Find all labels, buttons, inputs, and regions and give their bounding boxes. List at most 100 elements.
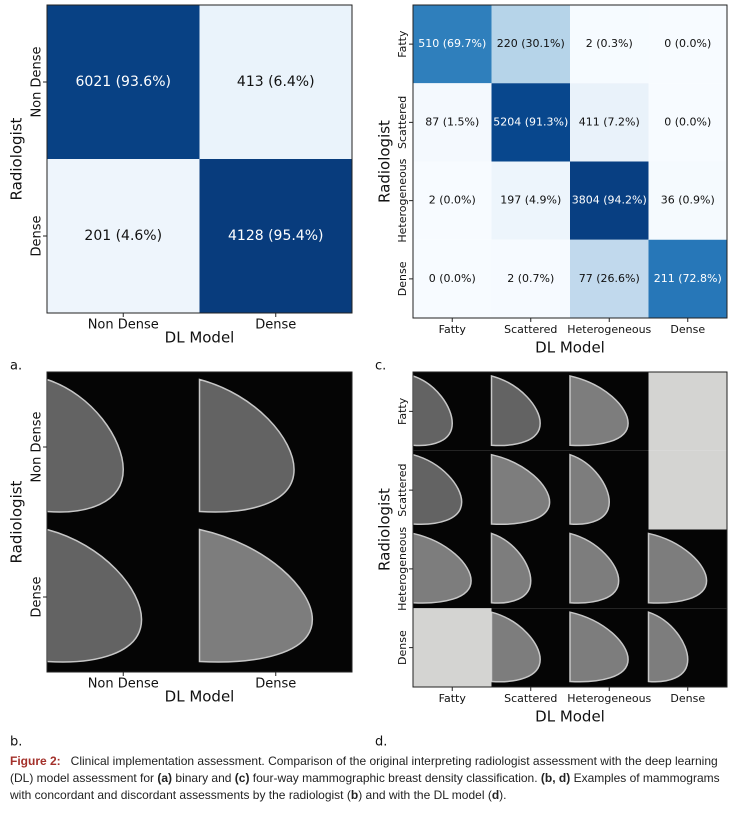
x-axis-title: DL Model — [165, 688, 235, 706]
mammogram — [490, 374, 541, 447]
y-axis-title: Radiologist — [376, 120, 394, 203]
cell-label: 87 (1.5%) — [425, 115, 479, 128]
empty-cell — [648, 450, 727, 530]
heatmap-cell — [413, 161, 492, 240]
empty-cell — [648, 372, 727, 451]
cell-label: 201 (4.6%) — [84, 228, 162, 244]
cell-label: 2 (0.0%) — [429, 194, 476, 207]
cell-label: 0 (0.0%) — [429, 272, 476, 285]
frame — [46, 371, 353, 673]
mammogram — [490, 611, 541, 683]
cell-label: 2 (0.7%) — [507, 272, 554, 285]
y-axis-title: Radiologist — [376, 488, 394, 571]
heatmap-cell — [648, 83, 727, 162]
y-tick-label: Non Dense — [30, 46, 45, 117]
cell-label: 5204 (91.3%) — [493, 115, 568, 128]
x-axis-title: DL Model — [535, 708, 605, 726]
frame — [46, 4, 353, 314]
y-tick-label: Fatty — [396, 397, 409, 425]
cell-label: 220 (30.1%) — [497, 37, 565, 50]
heatmap-cell — [648, 161, 727, 240]
cell-label: 36 (0.9%) — [661, 194, 715, 207]
heatmap-cell — [47, 159, 200, 313]
x-tick-label: Heterogeneous — [567, 692, 651, 705]
caption-run: (a) — [157, 771, 173, 785]
mammogram — [647, 532, 708, 604]
caption-run: (b, d) — [540, 771, 571, 785]
x-tick-label: Dense — [255, 318, 296, 333]
heatmap-cell — [648, 239, 727, 318]
y-tick-label: Dense — [30, 215, 45, 256]
mammogram — [569, 374, 629, 447]
cell-label: 510 (69.7%) — [418, 37, 486, 50]
cell-label: 411 (7.2%) — [579, 115, 640, 128]
mammogram — [198, 378, 295, 513]
heatmap-cell — [491, 161, 570, 240]
mammogram — [490, 532, 532, 604]
x-tick-label: Fatty — [439, 692, 467, 705]
caption-run: d — [491, 788, 500, 802]
mammogram — [569, 611, 629, 683]
y-tick-label: Scattered — [396, 464, 409, 517]
y-tick-label: Scattered — [396, 96, 409, 149]
heatmap-cell — [199, 5, 352, 159]
heatmap-cell — [491, 83, 570, 162]
mammogram — [412, 453, 463, 525]
y-tick-label: Dense — [396, 261, 409, 296]
heatmap-cell — [413, 83, 492, 162]
heatmap-cell — [570, 239, 649, 318]
frame — [412, 4, 728, 319]
x-tick-label: Non Dense — [88, 318, 159, 333]
y-axis-title: Radiologist — [8, 480, 26, 563]
cell-label: 77 (26.6%) — [579, 272, 640, 285]
x-axis-title: DL Model — [165, 329, 235, 347]
x-axis-title: DL Model — [535, 339, 605, 357]
y-tick-label: Heterogeneous — [396, 527, 409, 611]
heatmap-cell — [570, 161, 649, 240]
cell-label: 4128 (95.4%) — [228, 228, 323, 244]
caption-run: binary and — [172, 771, 235, 785]
heatmap-cell — [413, 239, 492, 318]
figure-panels: 6021 (93.6%) 413 (6.4%) 201 (4.6%) 4128 (95… — [8, 4, 728, 750]
heatmap-cell — [491, 239, 570, 318]
x-tick-label: Dense — [255, 677, 296, 692]
caption-run: Clinical implementation assessment. Comp… — [10, 754, 722, 785]
y-tick-label: Dense — [396, 630, 409, 665]
cell-label: 6021 (93.6%) — [76, 74, 171, 90]
panel-label: b. — [10, 735, 22, 750]
cell-label: 413 (6.4%) — [237, 74, 315, 90]
mammogram — [412, 374, 454, 447]
mammogram — [46, 528, 143, 663]
heatmap-cell — [570, 83, 649, 162]
caption: Figure 2: Clinical implementation assess… — [10, 753, 728, 804]
caption-run: b — [350, 788, 359, 802]
heatmap-cell — [199, 159, 352, 313]
x-tick-label: Scattered — [504, 692, 557, 705]
heatmap-cell — [491, 5, 570, 84]
x-tick-label: Dense — [670, 323, 705, 336]
caption-run: ). — [499, 788, 507, 802]
heatmap-cell — [47, 5, 200, 159]
heatmap-cell — [413, 5, 492, 84]
x-tick-label: Dense — [670, 692, 705, 705]
panel-label: a. — [10, 359, 22, 374]
caption-run: (c) — [234, 771, 250, 785]
mammogram — [412, 532, 472, 604]
y-tick-label: Heterogeneous — [396, 158, 409, 242]
x-tick-label: Heterogeneous — [567, 323, 651, 336]
x-tick-label: Scattered — [504, 323, 557, 336]
panel-label: c. — [375, 359, 386, 374]
caption-run: Examples of mammograms with concordant a… — [10, 771, 723, 802]
caption-run: Figure 2: — [10, 754, 61, 768]
x-tick-label: Fatty — [439, 323, 467, 336]
frame — [412, 371, 728, 688]
mammogram — [198, 528, 314, 663]
x-tick-label: Non Dense — [88, 677, 159, 692]
mammogram — [647, 611, 689, 683]
cell-label: 197 (4.9%) — [500, 194, 561, 207]
heatmap-cell — [570, 5, 649, 84]
y-tick-label: Dense — [30, 576, 45, 617]
cell-label: 0 (0.0%) — [664, 37, 711, 50]
mammogram — [46, 378, 125, 513]
